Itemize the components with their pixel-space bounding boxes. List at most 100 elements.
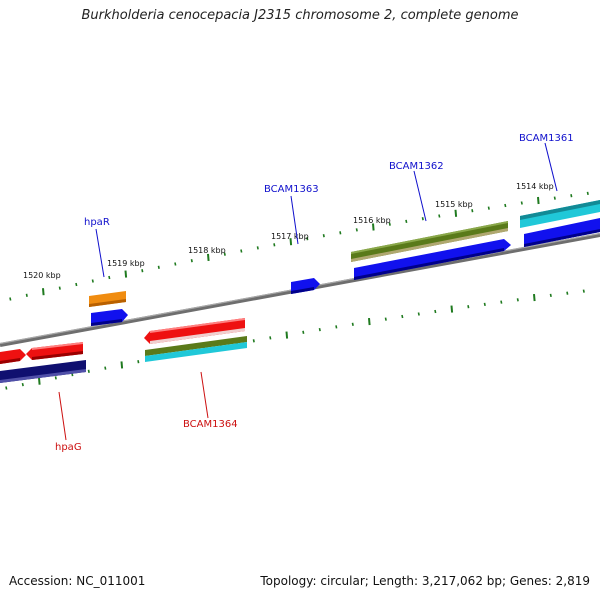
inner-scale-tick <box>566 291 569 295</box>
outer-scale-tick <box>355 228 358 232</box>
gene-label-BCAM1363[interactable]: BCAM1363 <box>264 184 319 195</box>
inner-scale-tick <box>318 327 321 332</box>
inner-scale-tick <box>335 325 338 329</box>
gene-hpaG-feature-highlight <box>32 342 83 350</box>
gene-BCAM1361-feature-top <box>520 200 600 220</box>
outer-scale-tick <box>586 191 589 196</box>
inner-scale-tick <box>516 298 519 302</box>
outer-scale-tick <box>289 238 293 246</box>
leader-hpaG <box>58 391 67 441</box>
inner-scale-tick <box>467 305 470 309</box>
cds-BCAM1362-arrow-shadow <box>354 248 504 280</box>
outer-scale-tick <box>454 209 458 217</box>
outer-scale-tick <box>9 297 12 301</box>
outer-scale-tick <box>322 234 325 238</box>
outer-scale-tick <box>553 196 556 200</box>
outer-scale-tick <box>207 253 210 261</box>
outer-scale-tick <box>405 219 408 224</box>
inner-scale-tick <box>450 305 454 313</box>
cds-BCAM1364-cyan[interactable] <box>145 342 247 362</box>
inner-scale-tick <box>549 293 552 298</box>
outer-scale-ticks <box>9 191 589 301</box>
gene-BCAM1362-feature-highlight <box>351 221 508 254</box>
outer-scale-tick <box>388 222 391 226</box>
inner-scale-tick <box>5 386 8 390</box>
outer-scale-tick <box>75 282 78 287</box>
inner-scale-tick <box>351 322 354 326</box>
outer-scale-tick <box>58 286 61 290</box>
inner-scale-tick <box>434 309 437 314</box>
outer-scale-tick <box>471 209 474 213</box>
outer-scale-tick <box>42 288 45 296</box>
tick-label-1514: 1514 kbp <box>516 182 554 191</box>
inner-scale-tick <box>483 302 486 307</box>
tick-label-1520: 1520 kbp <box>23 271 61 280</box>
gene-hpaR-feature-shadow <box>89 299 126 307</box>
inner-scale-tick <box>302 330 305 334</box>
tick-label-1517: 1517 kbp <box>271 232 309 241</box>
outer-scale-tick <box>421 217 424 221</box>
leader-hpaR <box>95 228 105 278</box>
cds-BCAM1363-arrow-shadow <box>291 287 314 294</box>
inner-scale-tick <box>269 336 272 340</box>
outer-scale-tick <box>190 259 193 263</box>
leader-BCAM1362 <box>413 170 427 222</box>
inner-scale-tick <box>137 360 140 364</box>
outer-scale-tick <box>174 262 177 266</box>
gene-BCAM1364-feature-highlight <box>150 318 245 333</box>
inner-scale-tick <box>500 300 503 304</box>
inner-scale-tick <box>120 361 124 369</box>
inner-scale-tick <box>38 377 41 385</box>
cds-BCAM1364-olive[interactable] <box>145 336 247 356</box>
outer-scale-tick <box>537 196 540 205</box>
outer-scale-tick <box>339 231 342 235</box>
tick-label-1516: 1516 kbp <box>353 216 391 225</box>
outer-scale-tick <box>504 203 507 208</box>
inner-scale-tick <box>401 314 404 319</box>
outer-scale-tick <box>487 206 490 210</box>
gene-label-hpaR[interactable]: hpaR <box>84 217 110 228</box>
inner-scale-tick <box>533 294 536 302</box>
inner-scale-tick <box>21 382 24 387</box>
outer-scale-tick <box>141 269 144 273</box>
outer-scale-tick <box>157 265 160 269</box>
map-title: Burkholderia cenocepacia J2315 chromosom… <box>81 8 519 23</box>
cds-BCAM1361-arrow-shadow <box>524 229 600 247</box>
outer-scale-tick <box>256 246 259 250</box>
genome-summary-text: Topology: circular; Length: 3,217,062 bp… <box>260 574 590 588</box>
tick-label-1518: 1518 kbp <box>188 246 226 255</box>
inner-scale-tick <box>54 376 57 380</box>
outer-scale-tick <box>273 243 276 247</box>
inner-scale-tick <box>582 289 585 293</box>
gene-label-BCAM1361[interactable]: BCAM1361 <box>519 133 574 144</box>
inner-scale-tick <box>104 366 107 370</box>
gene-BCAM1364-feature-shadow <box>150 328 245 344</box>
leader-BCAM1361 <box>544 142 558 192</box>
inner-scale-tick <box>384 317 387 321</box>
gene-BCAM1364-feature[interactable] <box>144 318 245 344</box>
outer-scale-tick <box>570 194 573 198</box>
outer-scale-tick <box>240 249 243 253</box>
cds-hpaR-arrow-shadow <box>91 319 122 326</box>
gene-label-hpaG[interactable]: hpaG <box>55 442 82 453</box>
inner-scale-tick <box>87 369 90 373</box>
outer-scale-tick <box>108 275 111 280</box>
outer-scale-tick <box>520 201 523 205</box>
gene-label-BCAM1364[interactable]: BCAM1364 <box>183 419 238 430</box>
cds-BCAM1361-arrow[interactable] <box>524 218 600 247</box>
inner-scale-tick <box>417 312 420 316</box>
tick-label-1519: 1519 kbp <box>107 259 145 268</box>
outer-scale-tick <box>124 270 128 278</box>
cds-hpaG-bar-highlight <box>0 369 86 383</box>
inner-scale-tick <box>252 339 255 343</box>
outer-scale-tick <box>223 252 226 256</box>
gene-label-BCAM1362[interactable]: BCAM1362 <box>389 161 444 172</box>
outer-scale-tick <box>91 279 94 283</box>
inner-scale-tick <box>368 318 371 326</box>
outer-scale-tick <box>372 223 375 231</box>
leader-BCAM1363 <box>290 195 299 245</box>
outer-scale-tick <box>25 293 28 297</box>
leader-BCAM1364 <box>200 371 209 419</box>
